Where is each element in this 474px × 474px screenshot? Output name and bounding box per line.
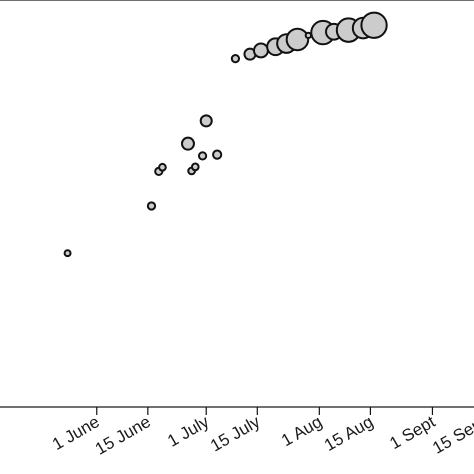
data-point xyxy=(252,42,269,59)
data-point xyxy=(212,149,223,160)
data-point xyxy=(360,11,388,39)
data-point xyxy=(190,162,200,172)
data-point xyxy=(197,151,208,161)
data-point xyxy=(146,201,157,211)
x-tick-label: 15 June xyxy=(92,412,154,459)
plot-frame xyxy=(0,0,474,408)
data-point xyxy=(230,53,241,64)
data-point xyxy=(304,31,313,40)
data-point xyxy=(158,162,167,172)
plot-border xyxy=(0,0,474,408)
x-tick-label: 15 Aug xyxy=(321,412,376,455)
x-tick-label: 1 Sept xyxy=(386,412,438,453)
x-tick-label: 15 July xyxy=(207,412,264,456)
data-points xyxy=(63,11,388,258)
x-tick-label: 1 Aug xyxy=(278,412,325,450)
data-point xyxy=(285,27,310,52)
data-point xyxy=(199,114,213,128)
x-tick-label: 1 July xyxy=(164,412,212,451)
data-point xyxy=(63,249,72,258)
data-point xyxy=(180,136,195,151)
x-tick-label: 15 Sept xyxy=(429,412,474,458)
